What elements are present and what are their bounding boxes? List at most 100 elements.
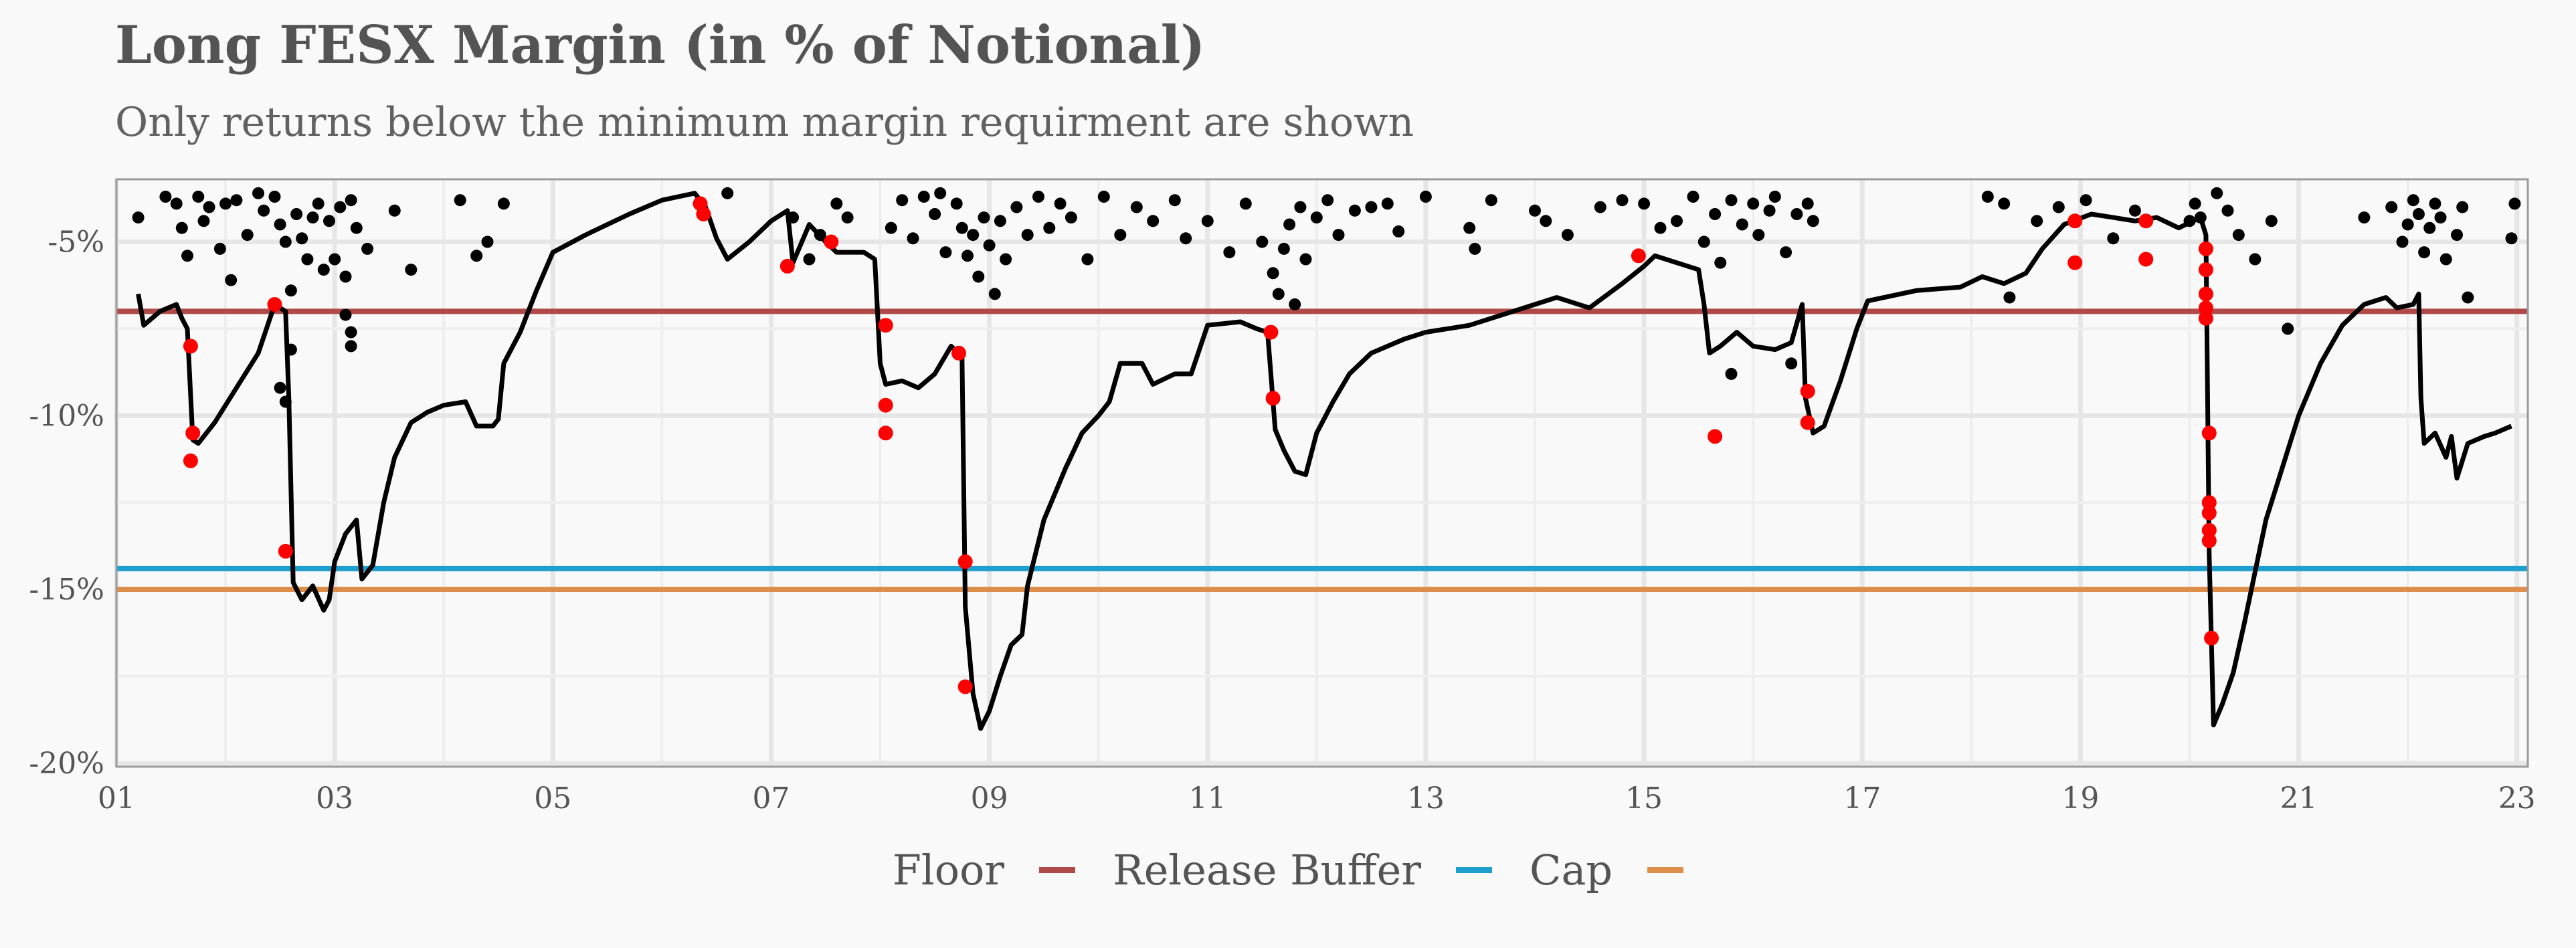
return-point (1310, 211, 1323, 224)
return-point (1147, 215, 1160, 227)
return-point (1763, 204, 1776, 217)
breach-point (1708, 429, 1723, 444)
return-point (219, 197, 232, 210)
return-point (967, 229, 980, 242)
x-tick-label: 23 (2498, 781, 2536, 816)
return-point (170, 197, 183, 210)
return-point (2451, 229, 2463, 242)
return-point (721, 187, 734, 199)
plot-border (115, 178, 2529, 768)
breach-point (2198, 241, 2213, 256)
return-point (1687, 191, 1699, 203)
return-point (2003, 291, 2016, 304)
return-point (2434, 211, 2447, 224)
legend-swatch-cap (1647, 866, 1684, 873)
return-point (2505, 232, 2518, 245)
return-point (2385, 201, 2398, 213)
x-tick-label: 01 (98, 781, 135, 816)
return-point (972, 270, 985, 283)
x-tick-label: 07 (752, 781, 790, 816)
return-point (2249, 253, 2262, 266)
return-point (296, 232, 308, 245)
return-point (1081, 253, 1094, 266)
return-point (2508, 197, 2521, 210)
return-point (1065, 211, 1077, 224)
return-point (814, 229, 826, 242)
legend: Floor Release Buffer Cap (0, 833, 2576, 907)
legend-item-release-buffer: Release Buffer (1113, 846, 1492, 894)
breach-point (1263, 324, 1279, 340)
return-point (1709, 208, 1722, 220)
return-point (192, 191, 205, 203)
breach-point (2201, 533, 2217, 549)
return-point (2107, 232, 2120, 245)
return-point (1747, 197, 1760, 210)
return-point (1010, 201, 1023, 213)
return-point (1790, 208, 1803, 220)
x-tick-label: 11 (1189, 781, 1226, 816)
x-tick-label: 13 (1407, 781, 1445, 816)
return-point (230, 194, 243, 207)
breach-point (2201, 425, 2217, 441)
breach-point (2067, 255, 2083, 270)
return-point (1054, 197, 1067, 210)
return-point (274, 381, 286, 394)
return-point (1277, 242, 1290, 255)
y-tick-label: -15% (29, 573, 104, 607)
return-point (1697, 235, 1710, 248)
margin-line (136, 191, 2512, 731)
breach-point (2204, 630, 2219, 646)
return-point (1180, 232, 1192, 245)
return-point (470, 250, 483, 262)
legend-label-release-buffer: Release Buffer (1113, 845, 1421, 894)
breach-point (957, 554, 973, 569)
return-point (274, 218, 286, 231)
return-point (1807, 215, 1819, 227)
breach-point (2138, 213, 2154, 229)
return-point (939, 246, 952, 259)
return-point (213, 242, 226, 255)
y-tick-label: -5% (48, 225, 104, 260)
return-point (1289, 298, 1301, 310)
breach-point (878, 425, 893, 441)
return-point (1671, 215, 1683, 227)
return-point (345, 194, 357, 207)
return-point (950, 197, 963, 210)
return-point (345, 340, 357, 353)
return-point (279, 395, 292, 408)
return-point (279, 235, 292, 248)
return-point (345, 326, 357, 339)
return-point (885, 221, 897, 234)
return-point (306, 211, 319, 224)
chart-subtitle: Only returns below the minimum margin re… (115, 99, 1414, 146)
x-tick-label: 03 (316, 781, 353, 816)
return-point (983, 239, 996, 252)
return-point (1736, 218, 1748, 231)
return-point (317, 264, 330, 276)
breach-point (2198, 286, 2213, 302)
return-point (2358, 211, 2371, 224)
breach-point (878, 397, 893, 413)
return-point (301, 253, 314, 266)
return-point (2232, 229, 2245, 242)
chart-title: Long FESX Margin (in % of Notional) (115, 15, 1206, 76)
breach-point (2198, 262, 2213, 278)
return-point (284, 343, 297, 356)
breach-point (1800, 415, 1815, 430)
legend-swatch-release-buffer (1456, 866, 1492, 873)
breach-point (183, 453, 198, 468)
return-point (339, 308, 352, 321)
return-point (2440, 253, 2452, 266)
return-point (1714, 256, 1727, 269)
breach-point (951, 345, 966, 361)
return-point (132, 211, 145, 224)
return-point (329, 253, 341, 266)
return-point (2407, 194, 2419, 207)
return-point (2052, 201, 2065, 213)
legend-label-cap: Cap (1530, 845, 1613, 894)
return-point (2429, 197, 2442, 210)
return-point (929, 208, 941, 220)
x-tick-label: 09 (971, 781, 1008, 816)
breach-point (1631, 248, 1646, 264)
return-point (2456, 201, 2469, 213)
